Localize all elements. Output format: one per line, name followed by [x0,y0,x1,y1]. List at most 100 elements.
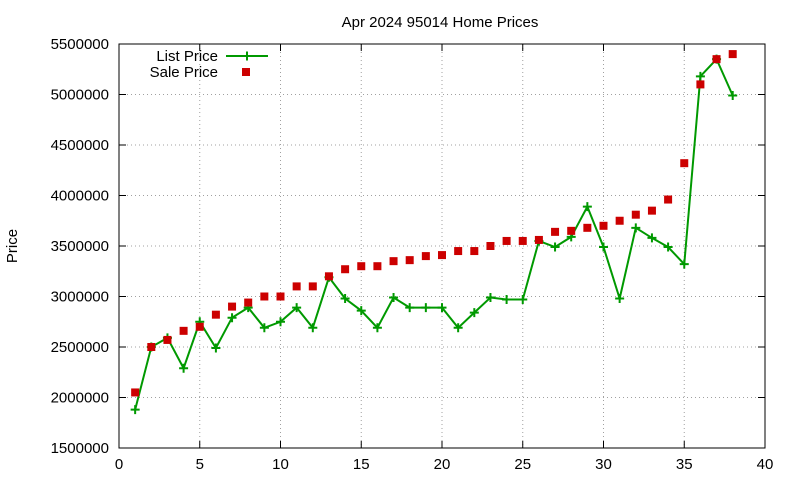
list-price-point [647,233,657,243]
x-tick-label: 5 [196,456,204,473]
axis-ticks: 1500000 2000000 2500000 3000000 3500000 40000… [51,36,774,473]
sale-price-point [486,242,495,250]
list-price-point [599,242,608,252]
list-price-point [292,303,302,313]
sale-price-point [534,235,543,244]
sale-price-point [195,322,204,331]
x-tick-label: 10 [272,456,289,473]
legend-square-marker [242,68,250,76]
list-price-point [421,303,431,313]
sale-price-point [696,80,705,89]
y-axis-label: Price [4,229,21,263]
sale-price-point [712,55,721,64]
list-price-line [134,57,734,410]
list-price-point [372,323,382,333]
list-price-point [389,293,399,303]
list-price-point [502,295,512,305]
y-tick-label: 5500000 [51,36,109,53]
list-price-point [211,343,221,353]
list-price-point [340,294,350,304]
legend-plus-marker [242,51,252,61]
sale-price-point [631,210,640,219]
sale-price-point [308,282,317,291]
series-group [130,50,738,415]
list-price-point [259,323,269,333]
y-tick-label: 3500000 [51,238,109,255]
x-tick-label: 35 [676,456,693,473]
list-price-point [405,303,415,313]
sale-price-point [260,292,269,301]
sale-price-point [147,343,156,351]
sale-price-point [292,282,301,291]
sale-price-point [324,272,333,281]
x-tick-label: 30 [595,456,612,473]
list-price-point [308,323,318,333]
list-price-point [437,303,447,313]
sale-price-point [244,298,253,307]
y-tick-label: 4500000 [51,137,109,154]
x-tick-label: 20 [434,456,451,473]
x-tick-label: 40 [757,456,774,473]
series-list-price [130,54,738,415]
y-tick-label: 2500000 [51,339,109,356]
sale-price-point [502,236,511,245]
list-price-point [663,242,673,252]
y-tick-label: 1500000 [51,440,109,457]
sale-price-point [131,388,140,397]
list-price-point [179,363,189,373]
list-price-point [227,313,237,323]
series-sale-price [131,50,737,397]
sale-price-point [615,216,624,225]
sale-price-point [276,292,285,301]
sale-price-point [389,257,398,266]
sale-price-point [421,252,430,261]
list-price-point [582,202,592,212]
list-price-point [550,242,560,252]
x-tick-label: 25 [514,456,531,473]
sale-price-point [405,256,414,265]
list-price-point [356,306,366,316]
list-price-point [679,259,689,269]
grid [119,44,765,448]
sale-price-point [454,247,463,256]
sale-price-point [211,310,220,319]
list-price-point [518,295,528,305]
sale-price-point [680,159,689,168]
sale-price-point [583,223,592,232]
list-price-point [130,405,140,415]
legend-label: Sale Price [150,64,218,81]
x-tick-label: 0 [115,456,123,473]
sale-price-point [728,50,737,59]
list-price-point [728,91,738,101]
sale-price-point [438,251,446,260]
list-price-point [631,223,641,233]
sale-price-point [163,335,172,344]
y-tick-label: 5000000 [51,87,109,104]
sale-price-point [647,206,656,215]
list-price-point [695,71,705,81]
x-tick-label: 15 [353,456,370,473]
y-tick-label: 4000000 [51,188,109,205]
sale-price-point [341,265,350,274]
sale-price-point [470,247,479,256]
chart-title: Apr 2024 95014 Home Prices [342,14,539,31]
sale-price-point [664,195,673,204]
sale-price-point [228,302,237,311]
sale-price-point [357,262,366,271]
legend-label: List Price [156,48,218,65]
sale-price-point [373,262,382,271]
sale-price-point [179,326,188,335]
list-price-point [615,294,625,304]
sale-price-point [599,221,608,230]
y-tick-label: 3000000 [51,289,109,306]
sale-price-point [551,227,560,236]
list-price-point [469,308,479,318]
list-price-point [453,323,463,333]
list-price-point [276,317,285,327]
sale-price-point [567,226,576,235]
list-price-point [485,293,495,303]
y-tick-label: 2000000 [51,390,109,407]
sale-price-point [518,236,527,245]
